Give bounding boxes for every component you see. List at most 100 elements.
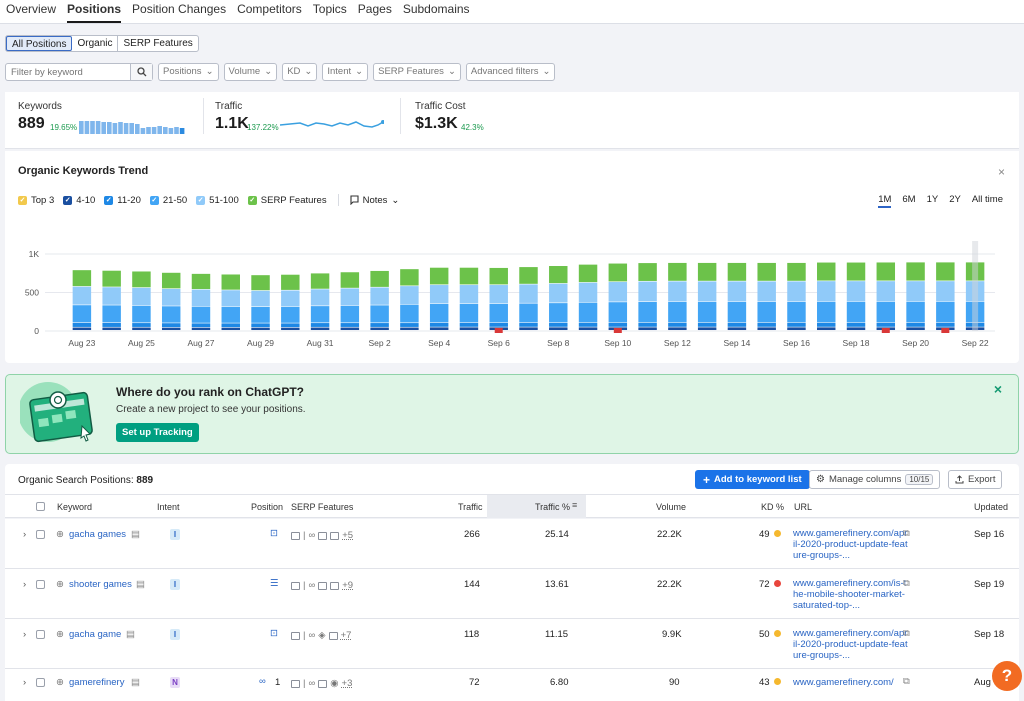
external-link-icon[interactable]: ⧉ <box>903 528 910 539</box>
bar-segment-11-20[interactable] <box>846 322 866 327</box>
bar-segment-11-20[interactable] <box>697 322 717 327</box>
serp-snapshot-icon[interactable]: ▤ <box>131 677 140 688</box>
table-row[interactable]: › ⊕ gacha games ▤ I ⊡ | ∞ +5 266 25.14 22… <box>5 519 1019 569</box>
bar-segment-51-100[interactable] <box>161 288 181 306</box>
bar-segment-serp-features[interactable] <box>727 262 747 281</box>
select-all-checkbox[interactable] <box>36 502 45 511</box>
col-keyword[interactable]: Keyword <box>57 502 93 512</box>
bar-segment-4-10[interactable] <box>310 327 330 331</box>
bar-segment-21-50[interactable] <box>340 305 360 323</box>
bar-segment-4-10[interactable] <box>370 327 389 331</box>
bar-segment-11-20[interactable] <box>251 323 270 328</box>
serp-features-dropdown[interactable]: SERP Features ⌄ <box>373 63 461 81</box>
legend-51-100[interactable]: ✓ 51-100 <box>196 195 239 206</box>
bar-segment-51-100[interactable] <box>876 281 896 302</box>
bar-segment-serp-features[interactable] <box>72 270 92 287</box>
bar-segment-serp-features[interactable] <box>489 267 508 285</box>
legend-serp-features[interactable]: ✓ SERP Features <box>247 195 327 206</box>
tab-position-changes[interactable]: Position Changes <box>132 2 227 16</box>
positions-dropdown[interactable]: Positions ⌄ <box>158 63 219 81</box>
bar-segment-21-50[interactable] <box>161 306 181 323</box>
bar-segment-11-20[interactable] <box>340 323 360 327</box>
bar-segment-4-10[interactable] <box>787 327 806 331</box>
bar-segment-21-50[interactable] <box>846 301 866 323</box>
legend-21-50[interactable]: ✓ 21-50 <box>149 195 187 206</box>
bar-segment-serp-features[interactable] <box>668 262 687 281</box>
bar-segment-serp-features[interactable] <box>876 262 896 281</box>
bar-segment-serp-features[interactable] <box>936 262 955 281</box>
bar-segment-4-10[interactable] <box>578 327 598 331</box>
bar-segment-21-50[interactable] <box>936 301 955 323</box>
col-position[interactable]: Position <box>251 502 284 512</box>
note-marker-icon[interactable] <box>881 328 890 333</box>
search-button[interactable] <box>130 64 152 80</box>
kpi-traffic[interactable]: Traffic 1.1K 137.22% <box>215 92 395 142</box>
serp-more[interactable]: +3 <box>341 678 353 689</box>
table-row[interactable]: › ⊕ gamerefinery ▤ N ∞ 1 | ∞ ◉ +3 72 6.80 … <box>5 669 1019 701</box>
bar-segment-11-20[interactable] <box>757 322 776 327</box>
tab-topics[interactable]: Topics <box>312 2 347 16</box>
external-link-icon[interactable]: ⧉ <box>903 628 910 639</box>
table-row[interactable]: › ⊕ shooter games ▤ I ☰ | ∞ +9 144 13.61 … <box>5 569 1019 619</box>
manage-columns-button[interactable]: ⚙ Manage columns 10/15 <box>809 470 941 489</box>
bar-segment-11-20[interactable] <box>638 322 657 327</box>
bar-segment-serp-features[interactable] <box>817 262 836 281</box>
bar-segment-21-50[interactable] <box>429 303 449 323</box>
range-6m[interactable]: 6M <box>902 194 916 205</box>
range-2y[interactable]: 2Y <box>949 194 961 205</box>
bar-segment-11-20[interactable] <box>429 322 449 327</box>
bar-segment-51-100[interactable] <box>102 287 121 305</box>
bar-segment-21-50[interactable] <box>697 301 717 323</box>
bar-segment-51-100[interactable] <box>221 290 240 307</box>
row-checkbox[interactable] <box>36 580 45 589</box>
url-link[interactable]: www.gamerefinery.com/april-2020-product-… <box>793 628 908 661</box>
bar-segment-4-10[interactable] <box>906 327 925 331</box>
bar-segment-serp-features[interactable] <box>787 262 806 281</box>
volume-dropdown[interactable]: Volume ⌄ <box>223 63 278 81</box>
bar-segment-4-10[interactable] <box>846 327 866 331</box>
bar-segment-11-20[interactable] <box>400 323 419 327</box>
bar-segment-21-50[interactable] <box>757 301 776 323</box>
chevron-right-icon[interactable]: › <box>23 579 27 590</box>
bar-segment-serp-features[interactable] <box>429 267 449 285</box>
bar-segment-51-100[interactable] <box>489 285 508 304</box>
bar-segment-11-20[interactable] <box>281 323 300 328</box>
range-1y[interactable]: 1Y <box>926 194 939 205</box>
col-url[interactable]: URL <box>794 502 813 512</box>
bar-segment-4-10[interactable] <box>221 327 240 331</box>
chevron-right-icon[interactable]: › <box>23 677 27 688</box>
note-marker-icon[interactable] <box>941 328 950 333</box>
bar-segment-11-20[interactable] <box>310 323 330 327</box>
kpi-keywords[interactable]: Keywords 889 19.65% <box>18 92 198 142</box>
plus-circle-icon[interactable]: ⊕ <box>56 629 64 640</box>
bar-segment-51-100[interactable] <box>132 287 151 306</box>
bar-segment-4-10[interactable] <box>817 327 836 331</box>
bar-segment-51-100[interactable] <box>578 282 598 302</box>
bar-segment-11-20[interactable] <box>370 323 389 327</box>
bar-segment-serp-features[interactable] <box>161 272 181 289</box>
bar-segment-4-10[interactable] <box>161 327 181 331</box>
bar-segment-4-10[interactable] <box>340 327 360 331</box>
bar-segment-21-50[interactable] <box>191 306 211 323</box>
bar-segment-11-20[interactable] <box>668 322 687 327</box>
bar-segment-51-100[interactable] <box>549 283 568 303</box>
close-icon[interactable]: × <box>993 381 1002 397</box>
bar-segment-4-10[interactable] <box>459 327 479 331</box>
bar-segment-4-10[interactable] <box>549 327 568 331</box>
bar-segment-21-50[interactable] <box>459 303 479 323</box>
kd-dropdown[interactable]: KD ⌄ <box>282 63 318 81</box>
legend-4-10[interactable]: ✓ 4-10 <box>63 195 95 206</box>
bar-segment-serp-features[interactable] <box>608 263 628 282</box>
bar-segment-21-50[interactable] <box>400 304 419 323</box>
tab-pages[interactable]: Pages <box>357 2 392 16</box>
bar-segment-51-100[interactable] <box>191 289 211 306</box>
bar-segment-11-20[interactable] <box>578 322 598 327</box>
bar-segment-serp-features[interactable] <box>519 267 538 284</box>
bar-segment-51-100[interactable] <box>251 290 270 307</box>
bar-segment-51-100[interactable] <box>519 284 538 303</box>
bar-segment-4-10[interactable] <box>638 327 657 331</box>
keyword-link[interactable]: gamerefinery <box>69 677 125 688</box>
row-checkbox[interactable] <box>36 530 45 539</box>
bar-segment-serp-features[interactable] <box>906 262 925 281</box>
bar-segment-4-10[interactable] <box>132 327 151 331</box>
